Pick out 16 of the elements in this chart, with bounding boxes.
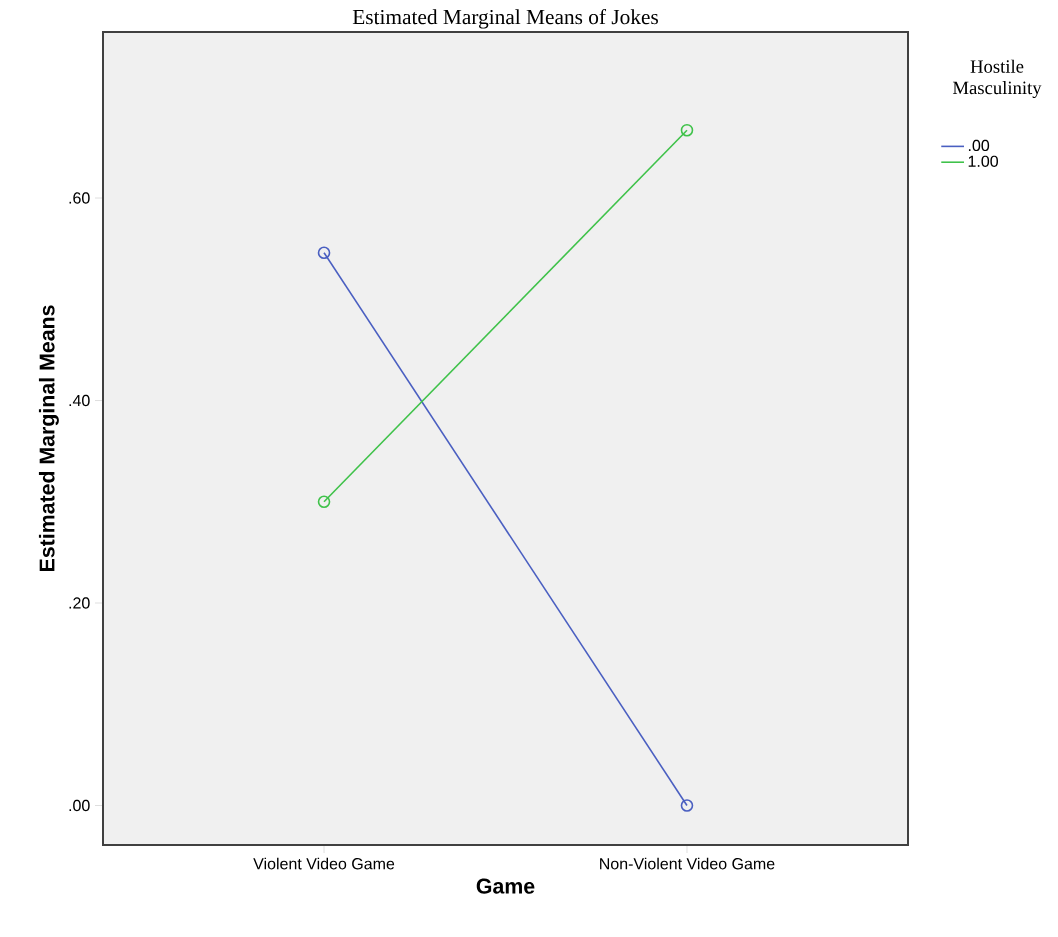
point xyxy=(680,799,694,812)
legend-title: Hostile Masculinity xyxy=(952,59,1042,99)
y-tick-label: .60 xyxy=(69,192,90,204)
y-tick-label: .40 xyxy=(69,394,90,407)
chart-title: Estimated Marginal Means of Jokes xyxy=(352,8,658,29)
y-tick-label: .00 xyxy=(69,799,90,812)
x-axis-title: Game xyxy=(476,878,535,894)
x-tick-label: Violent Video Game xyxy=(253,857,395,870)
point xyxy=(317,495,331,509)
y-axis-title: Estimated Marginal Means xyxy=(38,305,59,572)
y-tick-label: .20 xyxy=(69,597,90,609)
point xyxy=(317,246,331,259)
legend-label: .00 xyxy=(968,139,990,152)
legend-label: 1.00 xyxy=(968,155,999,167)
x-tick-label: Non-Violent Video Game xyxy=(600,857,775,870)
point xyxy=(680,123,694,137)
